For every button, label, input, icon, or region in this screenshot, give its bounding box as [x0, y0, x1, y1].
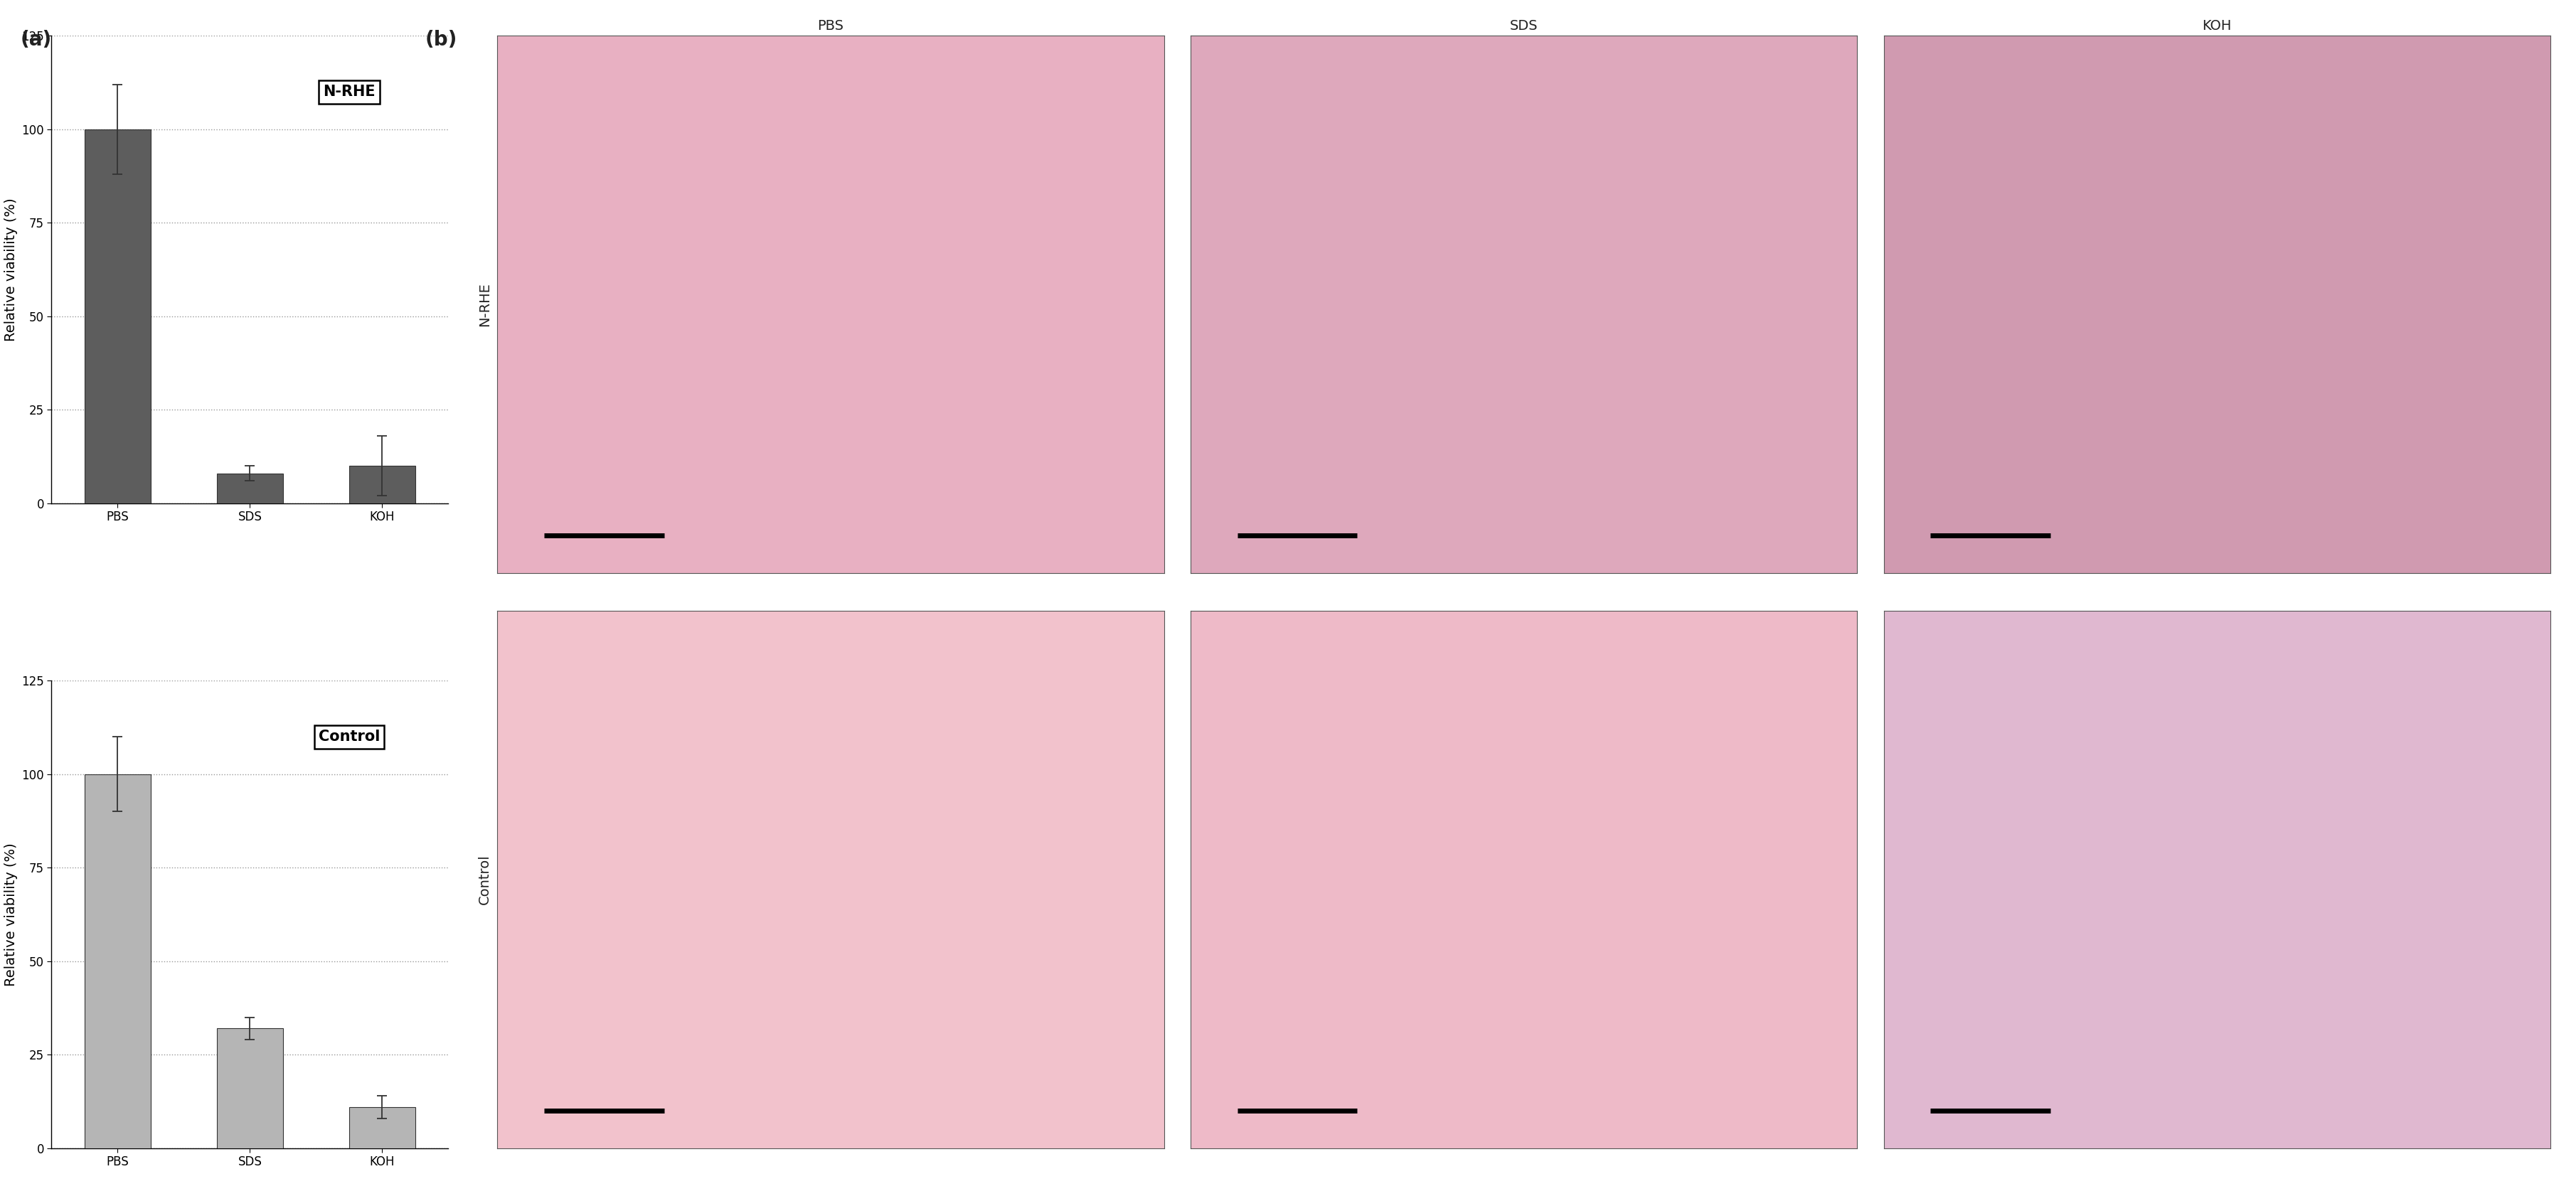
- Y-axis label: N-RHE: N-RHE: [479, 282, 492, 327]
- Bar: [216, 1029, 283, 1148]
- Text: (a): (a): [21, 30, 52, 50]
- Text: (b): (b): [425, 30, 459, 50]
- Text: N-RHE: N-RHE: [322, 85, 376, 99]
- Bar: [350, 465, 415, 504]
- Title: PBS: PBS: [817, 19, 845, 32]
- Title: SDS: SDS: [1510, 19, 1538, 32]
- Title: KOH: KOH: [2202, 19, 2231, 32]
- Bar: [85, 129, 152, 504]
- Y-axis label: Control: Control: [479, 854, 492, 904]
- Text: Control: Control: [319, 730, 379, 744]
- Bar: [216, 474, 283, 504]
- Y-axis label: Relative viability (%): Relative viability (%): [5, 843, 18, 987]
- Y-axis label: Relative viability (%): Relative viability (%): [5, 197, 18, 341]
- Bar: [350, 1107, 415, 1148]
- Bar: [85, 774, 152, 1148]
